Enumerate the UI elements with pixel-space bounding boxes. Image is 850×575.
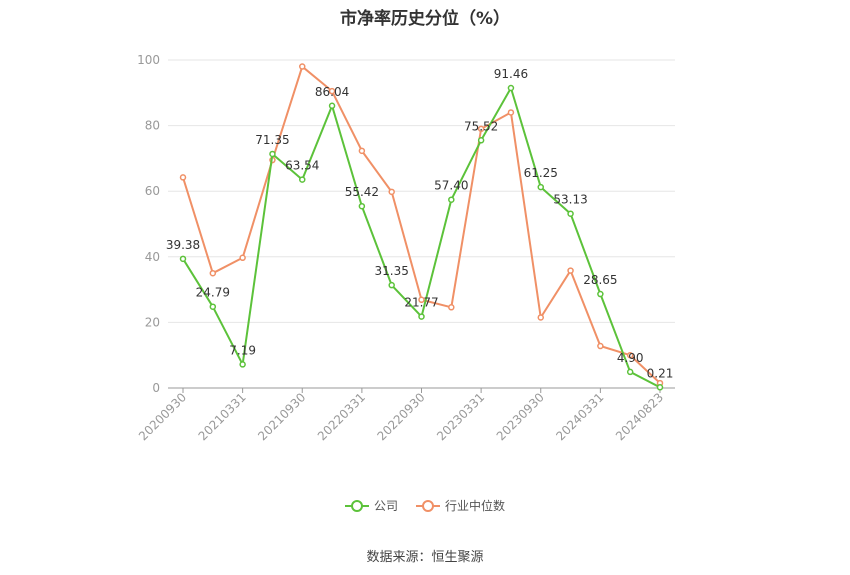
data-label: 24.79 [196,286,230,300]
data-point-company [299,176,306,183]
legend-item-company[interactable]: 公司 [344,497,398,514]
data-point-industry [179,174,187,181]
x-tick-label: 20230930 [494,390,547,443]
data-point-company [328,102,336,110]
legend-label-industry: 行业中位数 [445,499,506,513]
data-label: 61.25 [524,166,558,180]
x-tick-label: 20230331 [434,390,487,443]
series-line-industry [182,65,661,384]
chart-title: 市净率历史分位（%） [339,9,511,29]
y-tick-label: 0 [152,381,160,395]
data-point-company [209,303,217,310]
x-tick-label: 20200930 [136,390,189,443]
data-label: 55.42 [345,185,379,199]
x-tick-label: 20210331 [196,390,249,443]
data-label: 86.04 [315,85,349,99]
y-tick-label: 80 [145,119,160,133]
legend-swatch-industry [416,499,440,512]
y-tick-label: 100 [137,53,160,67]
data-label: 57.40 [434,179,468,193]
data-point-company [507,84,515,92]
data-label: 53.13 [553,193,587,207]
data-point-industry [567,267,574,274]
data-point-industry [477,125,485,133]
data-point-industry [448,304,455,311]
data-point-company [418,313,425,320]
legend: 公司 行业中位数 [0,497,850,514]
data-point-industry [537,314,544,321]
data-label: 28.65 [583,273,617,287]
data-label: 63.54 [285,159,319,173]
x-tick-label: 20210930 [255,390,308,443]
x-tick-label: 20220331 [315,390,368,443]
data-label: 75.52 [464,119,498,133]
data-point-industry [597,342,604,350]
data-point-industry [328,87,336,95]
y-tick-label: 20 [145,315,160,329]
legend-swatch-company [344,499,369,512]
data-label: 91.46 [494,67,528,81]
data-label: 0.21 [647,366,674,380]
data-point-industry [239,254,246,262]
data-point-industry [507,109,515,116]
data-point-company [269,150,276,158]
data-label: 4.90 [617,351,644,365]
data-point-company [358,202,366,210]
data-point-industry [388,188,395,196]
data-point-company [626,368,634,376]
legend-item-industry[interactable]: 行业中位数 [416,497,505,514]
data-labels: 39.38 24.79 7.19 71.35 63.54 86.04 55.42 31.35 2… [166,67,674,380]
data-label: 39.38 [166,238,200,252]
data-point-industry [358,147,366,155]
data-point-company [239,361,246,368]
data-label: 7.19 [229,343,256,357]
data-point-company [477,137,485,144]
x-tick-label: 20240823 [613,390,666,443]
data-point-company [179,255,187,263]
data-point-company [537,183,544,191]
x-tick-label: 20240331 [553,390,606,443]
data-point-company [656,384,664,391]
y-tick-label: 60 [145,184,160,198]
y-tick-label: 40 [145,250,160,264]
data-point-industry [418,296,425,304]
data-label: 31.35 [375,264,409,278]
data-point-company [448,196,455,203]
data-point-company [567,210,574,217]
series-lines [179,63,664,391]
data-point-industry [299,63,306,70]
data-point-company [597,290,604,298]
data-point-company [388,281,395,289]
data-point-industry [626,351,634,359]
source-note: 数据来源：恒生聚源 [366,550,484,565]
grid-lines [168,59,675,389]
data-label: 71.35 [255,133,289,147]
data-point-industry [209,269,217,277]
legend-label-company: 公司 [373,499,398,513]
data-label: 21.77 [404,296,438,310]
x-tick-label: 20220930 [375,390,428,443]
